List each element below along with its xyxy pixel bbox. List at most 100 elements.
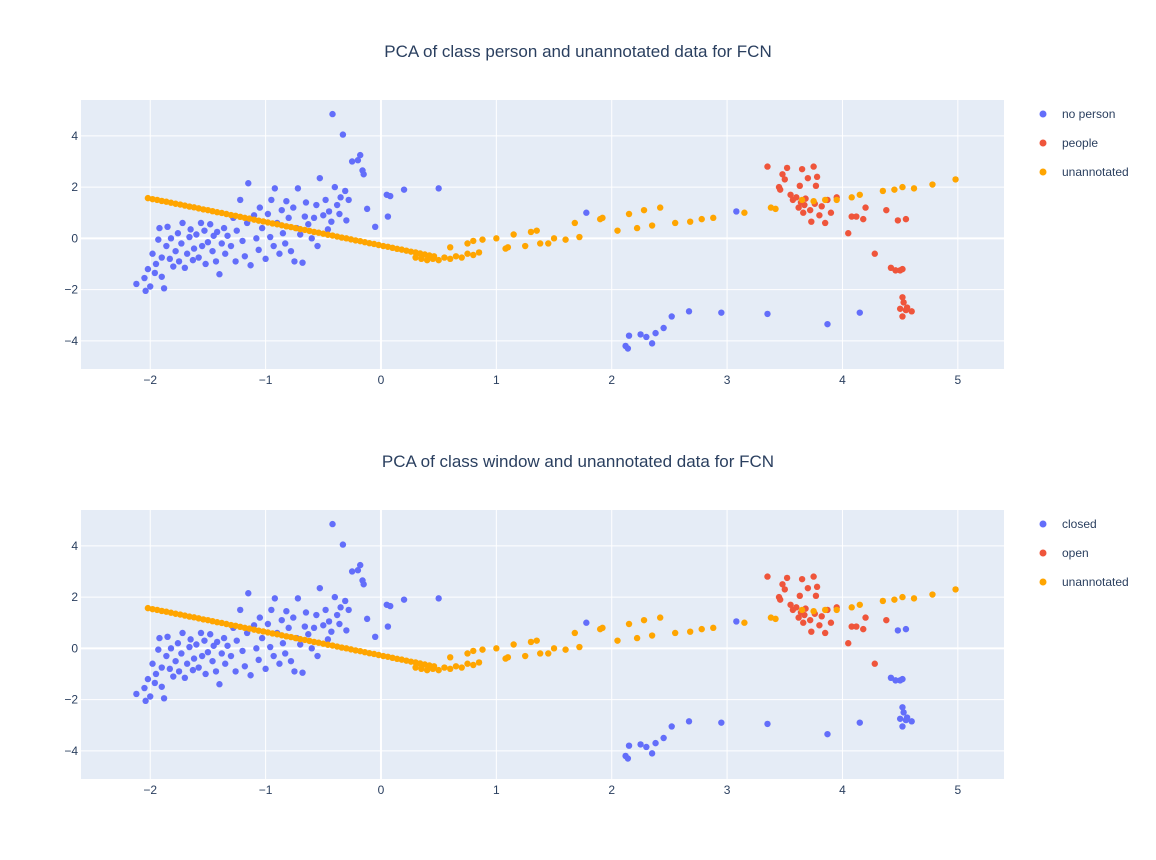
data-point[interactable]	[158, 683, 165, 690]
data-point[interactable]	[329, 520, 336, 528]
data-point[interactable]	[776, 596, 784, 603]
data-point[interactable]	[201, 637, 208, 644]
data-point[interactable]	[795, 204, 802, 211]
data-point[interactable]	[213, 228, 221, 236]
data-point[interactable]	[908, 718, 915, 725]
data-point[interactable]	[718, 719, 725, 726]
data-point[interactable]	[441, 664, 448, 671]
data-point[interactable]	[821, 629, 829, 637]
data-point[interactable]	[521, 242, 529, 250]
data-point[interactable]	[170, 263, 177, 270]
data-point[interactable]	[164, 223, 171, 231]
data-point[interactable]	[331, 183, 339, 191]
data-point[interactable]	[175, 258, 183, 265]
data-point[interactable]	[325, 618, 333, 625]
data-point[interactable]	[733, 208, 740, 215]
data-point[interactable]	[710, 214, 717, 222]
data-point[interactable]	[423, 256, 431, 264]
data-point[interactable]	[195, 664, 202, 671]
data-point[interactable]	[648, 340, 656, 347]
data-point[interactable]	[237, 606, 244, 614]
data-point[interactable]	[899, 313, 906, 320]
data-point[interactable]	[270, 242, 277, 250]
data-point[interactable]	[624, 345, 632, 352]
data-point[interactable]	[202, 670, 209, 678]
data-point[interactable]	[853, 213, 860, 220]
data-point[interactable]	[903, 304, 911, 311]
data-point[interactable]	[324, 226, 332, 233]
data-point[interactable]	[283, 197, 290, 205]
data-point[interactable]	[256, 614, 264, 621]
data-point[interactable]	[247, 672, 254, 679]
data-point[interactable]	[804, 174, 812, 182]
data-point[interactable]	[648, 632, 656, 639]
data-point[interactable]	[310, 214, 318, 222]
data-point[interactable]	[710, 624, 717, 632]
data-point[interactable]	[147, 693, 154, 700]
data-point[interactable]	[685, 308, 693, 315]
data-point[interactable]	[741, 619, 748, 626]
data-point[interactable]	[224, 642, 231, 649]
data-point[interactable]	[435, 666, 442, 674]
data-point[interactable]	[952, 586, 959, 593]
data-point[interactable]	[237, 196, 244, 204]
data-point[interactable]	[452, 253, 460, 260]
data-point[interactable]	[464, 250, 471, 257]
data-point[interactable]	[900, 299, 907, 306]
data-point[interactable]	[342, 187, 349, 195]
data-point[interactable]	[856, 191, 863, 198]
data-point[interactable]	[908, 308, 915, 315]
data-point[interactable]	[671, 219, 679, 227]
data-point[interactable]	[255, 656, 262, 664]
data-point[interactable]	[178, 240, 185, 247]
data-point[interactable]	[345, 196, 352, 204]
data-point[interactable]	[871, 660, 878, 667]
data-point[interactable]	[856, 309, 863, 316]
data-point[interactable]	[178, 650, 185, 657]
data-point[interactable]	[172, 657, 179, 665]
data-point[interactable]	[267, 643, 274, 651]
data-point[interactable]	[816, 622, 823, 629]
data-point[interactable]	[810, 607, 817, 615]
data-point[interactable]	[779, 581, 786, 588]
data-point[interactable]	[527, 638, 535, 646]
data-point[interactable]	[813, 583, 821, 591]
data-point[interactable]	[262, 665, 269, 673]
data-point[interactable]	[796, 592, 803, 600]
data-point[interactable]	[343, 217, 350, 224]
data-point[interactable]	[262, 255, 269, 263]
data-point[interactable]	[204, 238, 212, 246]
data-point[interactable]	[276, 250, 283, 257]
legend-item[interactable]: closed	[1039, 517, 1097, 531]
data-point[interactable]	[152, 260, 160, 268]
data-point[interactable]	[899, 593, 906, 601]
data-point[interactable]	[452, 663, 460, 670]
data-point[interactable]	[209, 657, 216, 665]
data-point[interactable]	[640, 206, 648, 214]
data-point[interactable]	[813, 173, 821, 181]
data-point[interactable]	[891, 186, 898, 193]
data-point[interactable]	[637, 331, 644, 338]
data-point[interactable]	[660, 324, 667, 332]
data-point[interactable]	[698, 625, 705, 633]
data-point[interactable]	[883, 616, 890, 624]
data-point[interactable]	[264, 210, 272, 218]
data-point[interactable]	[533, 637, 540, 644]
data-point[interactable]	[313, 611, 320, 619]
data-point[interactable]	[202, 260, 209, 268]
data-point[interactable]	[166, 255, 174, 263]
data-point[interactable]	[733, 618, 740, 625]
data-point[interactable]	[222, 250, 229, 257]
data-point[interactable]	[268, 606, 275, 614]
data-point[interactable]	[772, 205, 779, 213]
data-point[interactable]	[172, 247, 179, 255]
legend-item[interactable]: no person	[1039, 107, 1116, 121]
data-point[interactable]	[220, 634, 228, 642]
data-point[interactable]	[656, 204, 664, 211]
data-point[interactable]	[718, 309, 725, 316]
data-point[interactable]	[793, 604, 800, 611]
data-point[interactable]	[387, 192, 394, 200]
data-point[interactable]	[155, 646, 162, 653]
data-point[interactable]	[671, 629, 679, 637]
data-point[interactable]	[862, 204, 869, 211]
